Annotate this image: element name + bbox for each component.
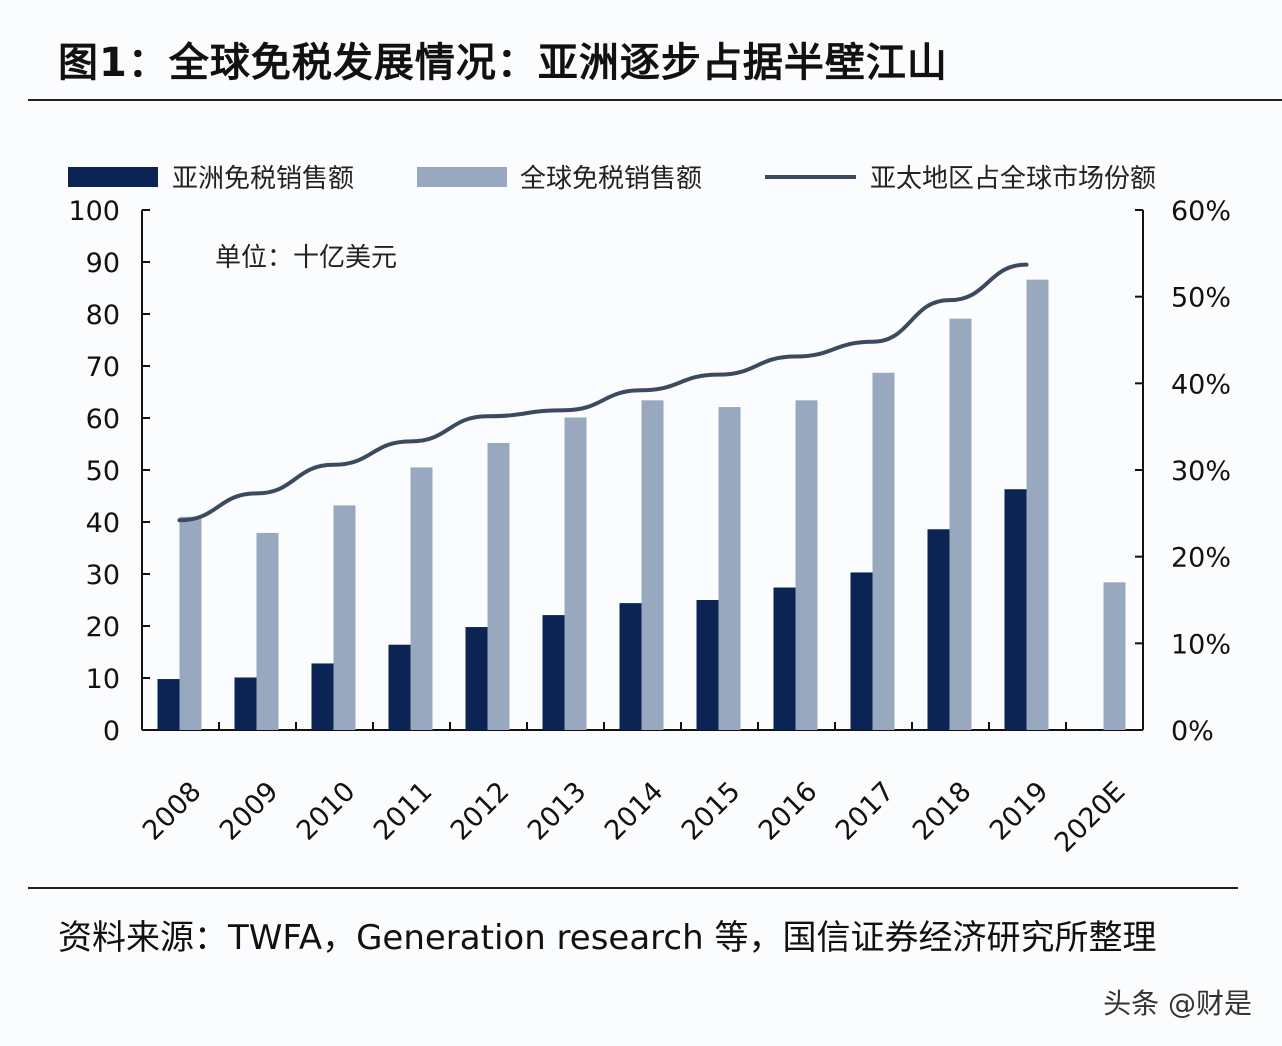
global-sales-bar: [487, 442, 510, 730]
x-tick-label: 2013: [522, 776, 593, 847]
legend-swatch-asia: [68, 167, 158, 187]
left-tick-label: 70: [86, 352, 120, 383]
asia-sales-bar: [850, 572, 873, 730]
x-tick-label: 2009: [214, 776, 285, 847]
x-tick-label: 2014: [599, 776, 670, 847]
legend-swatch-global: [417, 167, 507, 187]
right-tick-label: 40%: [1171, 369, 1231, 400]
left-tick-label: 80: [86, 300, 120, 331]
chart: 亚洲免税销售额 全球免税销售额 亚太地区占全球市场份额 单位：十亿美元 0 10 20 3…: [68, 164, 1231, 859]
bars: [157, 279, 1126, 730]
global-sales-bar: [256, 532, 279, 730]
unit-note: 单位：十亿美元: [215, 243, 397, 273]
global-sales-bar: [949, 318, 972, 730]
axes: 0 10 20 30 40 50 60 70 80 90 100 0% 10% 20% 30% 40% 50% 6…: [68, 196, 1231, 747]
x-tick-label: 2017: [830, 776, 901, 847]
x-tick-label: 2012: [445, 776, 516, 847]
global-sales-bar: [1103, 582, 1126, 730]
legend-label-asia: 亚洲免税销售额: [172, 164, 354, 194]
x-tick-label: 2018: [907, 776, 978, 847]
asia-sales-bar: [157, 679, 180, 730]
share-line-path: [177, 262, 1029, 523]
right-tick-label: 50%: [1171, 283, 1231, 314]
legend-label-global: 全球免税销售额: [520, 164, 702, 194]
left-tick-label: 60: [86, 404, 120, 435]
asia-sales-bar: [773, 587, 796, 730]
left-tick-label: 100: [68, 196, 120, 227]
global-sales-bar: [1026, 279, 1049, 730]
global-sales-bar: [872, 372, 895, 730]
left-tick-label: 0: [103, 716, 120, 747]
x-tick-label: 2008: [137, 776, 208, 847]
left-tick-label: 10: [86, 664, 120, 695]
x-tick-label: 2011: [368, 776, 439, 847]
footer-divider: [28, 887, 1238, 889]
x-tick-label: 2016: [753, 776, 824, 847]
asia-sales-bar: [542, 615, 565, 730]
left-tick-label: 50: [86, 456, 120, 487]
right-tick-label: 30%: [1171, 456, 1231, 487]
chart-title: 图1：全球免税发展情况：亚洲逐步占据半壁江山: [58, 40, 948, 86]
x-tick-labels: 2008 2009 2010 2011 2012 2013 2014 2015 2016 2017…: [137, 776, 1132, 859]
asia-sales-bar: [619, 603, 642, 730]
legend: 亚洲免税销售额 全球免税销售额 亚太地区占全球市场份额: [68, 164, 1156, 194]
global-sales-bar: [564, 417, 587, 730]
x-tick-label: 2010: [291, 776, 362, 847]
right-tick-label: 60%: [1171, 196, 1231, 227]
asia-sales-bar: [465, 627, 488, 730]
share-line: [177, 262, 1029, 523]
asia-sales-bar: [696, 600, 719, 730]
asia-sales-bar: [234, 677, 257, 730]
global-sales-bar: [410, 467, 433, 730]
legend-label-share: 亚太地区占全球市场份额: [870, 164, 1156, 194]
right-tick-label: 0%: [1171, 716, 1214, 747]
left-tick-label: 90: [86, 248, 120, 279]
watermark: 头条 @财是: [1103, 987, 1252, 1020]
source-note: 资料来源：TWFA，Generation research 等，国信证券经济研究…: [58, 918, 1157, 958]
asia-sales-bar: [388, 644, 411, 730]
right-tick-label: 10%: [1171, 629, 1231, 660]
right-tick-label: 20%: [1171, 543, 1231, 574]
asia-sales-bar: [311, 663, 334, 730]
global-sales-bar: [333, 505, 356, 730]
title-divider: [28, 99, 1282, 101]
global-sales-bar: [179, 516, 202, 730]
left-tick-label: 20: [86, 612, 120, 643]
global-sales-bar: [641, 400, 664, 730]
x-tick-label: 2020E: [1049, 776, 1132, 859]
global-sales-bar: [795, 400, 818, 730]
x-tick-label: 2019: [984, 776, 1055, 847]
global-sales-bar: [718, 407, 741, 730]
left-tick-label: 30: [86, 560, 120, 591]
asia-sales-bar: [927, 529, 950, 730]
asia-sales-bar: [1004, 489, 1027, 730]
x-tick-label: 2015: [676, 776, 747, 847]
left-tick-label: 40: [86, 508, 120, 539]
